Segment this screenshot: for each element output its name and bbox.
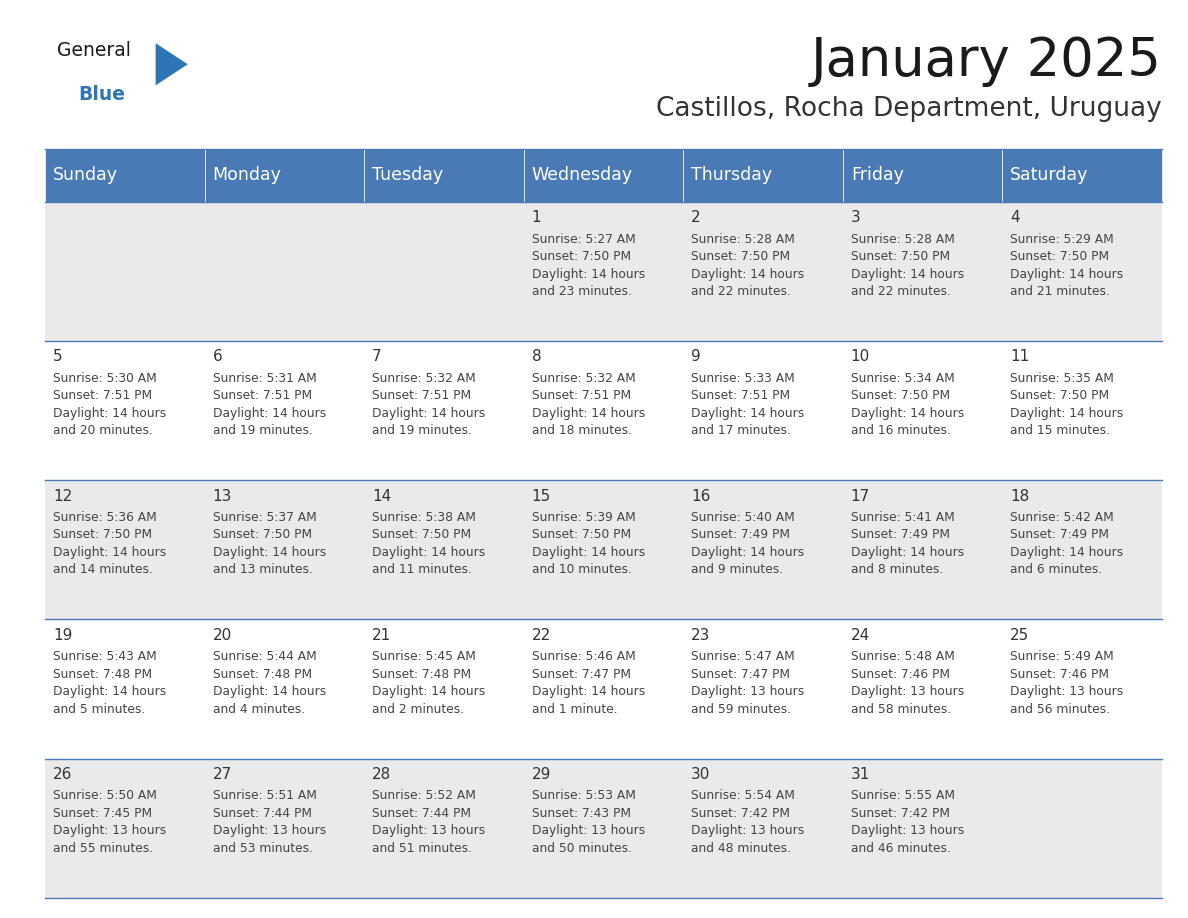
Text: 25: 25 — [1010, 628, 1030, 643]
Text: 2: 2 — [691, 210, 701, 225]
Text: 1: 1 — [532, 210, 542, 225]
Text: General: General — [57, 41, 131, 61]
Text: 18: 18 — [1010, 488, 1030, 504]
Text: Sunrise: 5:37 AM
Sunset: 7:50 PM
Daylight: 14 hours
and 13 minutes.: Sunrise: 5:37 AM Sunset: 7:50 PM Dayligh… — [213, 511, 326, 577]
Text: Castillos, Rocha Department, Uruguay: Castillos, Rocha Department, Uruguay — [656, 96, 1162, 122]
Text: Sunrise: 5:41 AM
Sunset: 7:49 PM
Daylight: 14 hours
and 8 minutes.: Sunrise: 5:41 AM Sunset: 7:49 PM Dayligh… — [851, 511, 963, 577]
Text: Sunrise: 5:51 AM
Sunset: 7:44 PM
Daylight: 13 hours
and 53 minutes.: Sunrise: 5:51 AM Sunset: 7:44 PM Dayligh… — [213, 789, 326, 855]
Text: Sunrise: 5:32 AM
Sunset: 7:51 PM
Daylight: 14 hours
and 18 minutes.: Sunrise: 5:32 AM Sunset: 7:51 PM Dayligh… — [532, 372, 645, 437]
Bar — [45, 620, 1162, 758]
Text: 26: 26 — [53, 767, 72, 782]
Text: 5: 5 — [53, 350, 63, 364]
Text: Sunrise: 5:45 AM
Sunset: 7:48 PM
Daylight: 14 hours
and 2 minutes.: Sunrise: 5:45 AM Sunset: 7:48 PM Dayligh… — [372, 650, 486, 716]
Text: 23: 23 — [691, 628, 710, 643]
Text: 3: 3 — [851, 210, 860, 225]
Text: Sunrise: 5:53 AM
Sunset: 7:43 PM
Daylight: 13 hours
and 50 minutes.: Sunrise: 5:53 AM Sunset: 7:43 PM Dayligh… — [532, 789, 645, 855]
Text: Monday: Monday — [213, 166, 282, 185]
Text: Sunrise: 5:49 AM
Sunset: 7:46 PM
Daylight: 13 hours
and 56 minutes.: Sunrise: 5:49 AM Sunset: 7:46 PM Dayligh… — [1010, 650, 1124, 716]
Text: Sunrise: 5:29 AM
Sunset: 7:50 PM
Daylight: 14 hours
and 21 minutes.: Sunrise: 5:29 AM Sunset: 7:50 PM Dayligh… — [1010, 232, 1124, 298]
Text: 12: 12 — [53, 488, 72, 504]
Text: Sunrise: 5:47 AM
Sunset: 7:47 PM
Daylight: 13 hours
and 59 minutes.: Sunrise: 5:47 AM Sunset: 7:47 PM Dayligh… — [691, 650, 804, 716]
Text: 24: 24 — [851, 628, 870, 643]
Text: January 2025: January 2025 — [811, 35, 1162, 87]
Bar — [365, 149, 524, 202]
Text: 4: 4 — [1010, 210, 1020, 225]
Text: Sunrise: 5:38 AM
Sunset: 7:50 PM
Daylight: 14 hours
and 11 minutes.: Sunrise: 5:38 AM Sunset: 7:50 PM Dayligh… — [372, 511, 486, 577]
Text: Saturday: Saturday — [1010, 166, 1088, 185]
Text: 31: 31 — [851, 767, 870, 782]
Text: Sunrise: 5:34 AM
Sunset: 7:50 PM
Daylight: 14 hours
and 16 minutes.: Sunrise: 5:34 AM Sunset: 7:50 PM Dayligh… — [851, 372, 963, 437]
Text: Sunrise: 5:27 AM
Sunset: 7:50 PM
Daylight: 14 hours
and 23 minutes.: Sunrise: 5:27 AM Sunset: 7:50 PM Dayligh… — [532, 232, 645, 298]
Text: Sunrise: 5:28 AM
Sunset: 7:50 PM
Daylight: 14 hours
and 22 minutes.: Sunrise: 5:28 AM Sunset: 7:50 PM Dayligh… — [851, 232, 963, 298]
Text: Sunrise: 5:48 AM
Sunset: 7:46 PM
Daylight: 13 hours
and 58 minutes.: Sunrise: 5:48 AM Sunset: 7:46 PM Dayligh… — [851, 650, 963, 716]
Text: Sunday: Sunday — [53, 166, 118, 185]
Text: Sunrise: 5:50 AM
Sunset: 7:45 PM
Daylight: 13 hours
and 55 minutes.: Sunrise: 5:50 AM Sunset: 7:45 PM Dayligh… — [53, 789, 166, 855]
Text: Sunrise: 5:31 AM
Sunset: 7:51 PM
Daylight: 14 hours
and 19 minutes.: Sunrise: 5:31 AM Sunset: 7:51 PM Dayligh… — [213, 372, 326, 437]
Text: 30: 30 — [691, 767, 710, 782]
Polygon shape — [156, 43, 188, 85]
Text: Sunrise: 5:35 AM
Sunset: 7:50 PM
Daylight: 14 hours
and 15 minutes.: Sunrise: 5:35 AM Sunset: 7:50 PM Dayligh… — [1010, 372, 1124, 437]
Text: Sunrise: 5:43 AM
Sunset: 7:48 PM
Daylight: 14 hours
and 5 minutes.: Sunrise: 5:43 AM Sunset: 7:48 PM Dayligh… — [53, 650, 166, 716]
Bar — [1003, 149, 1162, 202]
Text: 9: 9 — [691, 350, 701, 364]
Bar — [524, 149, 683, 202]
Text: 16: 16 — [691, 488, 710, 504]
Text: 22: 22 — [532, 628, 551, 643]
Text: Sunrise: 5:46 AM
Sunset: 7:47 PM
Daylight: 14 hours
and 1 minute.: Sunrise: 5:46 AM Sunset: 7:47 PM Dayligh… — [532, 650, 645, 716]
Text: Sunrise: 5:30 AM
Sunset: 7:51 PM
Daylight: 14 hours
and 20 minutes.: Sunrise: 5:30 AM Sunset: 7:51 PM Dayligh… — [53, 372, 166, 437]
Bar — [683, 149, 842, 202]
Text: 21: 21 — [372, 628, 391, 643]
Bar — [45, 149, 204, 202]
Text: 20: 20 — [213, 628, 232, 643]
Text: Thursday: Thursday — [691, 166, 772, 185]
Text: 14: 14 — [372, 488, 391, 504]
Text: Sunrise: 5:42 AM
Sunset: 7:49 PM
Daylight: 14 hours
and 6 minutes.: Sunrise: 5:42 AM Sunset: 7:49 PM Dayligh… — [1010, 511, 1124, 577]
Text: Sunrise: 5:55 AM
Sunset: 7:42 PM
Daylight: 13 hours
and 46 minutes.: Sunrise: 5:55 AM Sunset: 7:42 PM Dayligh… — [851, 789, 963, 855]
Text: 27: 27 — [213, 767, 232, 782]
Text: Sunrise: 5:36 AM
Sunset: 7:50 PM
Daylight: 14 hours
and 14 minutes.: Sunrise: 5:36 AM Sunset: 7:50 PM Dayligh… — [53, 511, 166, 577]
Text: Friday: Friday — [851, 166, 904, 185]
Text: Tuesday: Tuesday — [372, 166, 443, 185]
Text: 8: 8 — [532, 350, 542, 364]
Text: Sunrise: 5:40 AM
Sunset: 7:49 PM
Daylight: 14 hours
and 9 minutes.: Sunrise: 5:40 AM Sunset: 7:49 PM Dayligh… — [691, 511, 804, 577]
Text: Sunrise: 5:32 AM
Sunset: 7:51 PM
Daylight: 14 hours
and 19 minutes.: Sunrise: 5:32 AM Sunset: 7:51 PM Dayligh… — [372, 372, 486, 437]
Text: 6: 6 — [213, 350, 222, 364]
Text: Sunrise: 5:28 AM
Sunset: 7:50 PM
Daylight: 14 hours
and 22 minutes.: Sunrise: 5:28 AM Sunset: 7:50 PM Dayligh… — [691, 232, 804, 298]
Text: 11: 11 — [1010, 350, 1030, 364]
Bar — [45, 341, 1162, 480]
Text: Wednesday: Wednesday — [532, 166, 633, 185]
Text: 13: 13 — [213, 488, 232, 504]
Bar — [204, 149, 365, 202]
Text: 10: 10 — [851, 350, 870, 364]
Bar — [45, 758, 1162, 898]
Text: Sunrise: 5:52 AM
Sunset: 7:44 PM
Daylight: 13 hours
and 51 minutes.: Sunrise: 5:52 AM Sunset: 7:44 PM Dayligh… — [372, 789, 486, 855]
Bar — [45, 202, 1162, 341]
Text: Sunrise: 5:33 AM
Sunset: 7:51 PM
Daylight: 14 hours
and 17 minutes.: Sunrise: 5:33 AM Sunset: 7:51 PM Dayligh… — [691, 372, 804, 437]
Text: 28: 28 — [372, 767, 391, 782]
Text: 17: 17 — [851, 488, 870, 504]
Text: Sunrise: 5:54 AM
Sunset: 7:42 PM
Daylight: 13 hours
and 48 minutes.: Sunrise: 5:54 AM Sunset: 7:42 PM Dayligh… — [691, 789, 804, 855]
Text: Sunrise: 5:39 AM
Sunset: 7:50 PM
Daylight: 14 hours
and 10 minutes.: Sunrise: 5:39 AM Sunset: 7:50 PM Dayligh… — [532, 511, 645, 577]
Text: 7: 7 — [372, 350, 381, 364]
Text: 29: 29 — [532, 767, 551, 782]
Bar — [45, 480, 1162, 620]
Text: 19: 19 — [53, 628, 72, 643]
Text: 15: 15 — [532, 488, 551, 504]
Text: Sunrise: 5:44 AM
Sunset: 7:48 PM
Daylight: 14 hours
and 4 minutes.: Sunrise: 5:44 AM Sunset: 7:48 PM Dayligh… — [213, 650, 326, 716]
Text: Blue: Blue — [78, 85, 126, 105]
Bar — [842, 149, 1003, 202]
